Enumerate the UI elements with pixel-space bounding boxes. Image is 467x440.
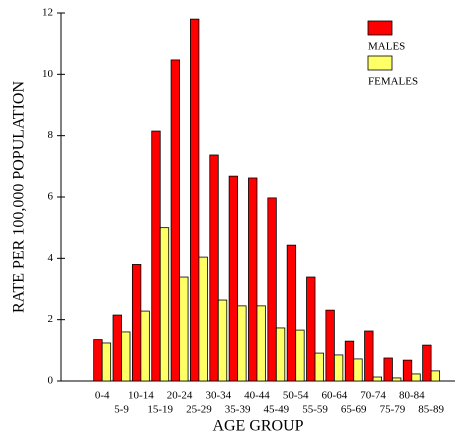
bar xyxy=(112,314,122,382)
legend-label: FEMALES xyxy=(368,76,418,88)
x-tick-label: 85-89 xyxy=(418,404,444,416)
x-tick-label: 35-39 xyxy=(225,404,251,416)
y-tick-label: 4 xyxy=(48,252,54,264)
bar xyxy=(333,354,344,382)
bar xyxy=(372,376,382,382)
y-tick-label: 0 xyxy=(48,375,54,387)
bar xyxy=(267,197,277,382)
y-tick-label: 12 xyxy=(42,7,53,19)
x-tick-label: 80-84 xyxy=(399,390,425,402)
bar xyxy=(314,352,324,382)
bar xyxy=(93,339,103,382)
bar xyxy=(353,358,363,382)
x-tick-label: 75-79 xyxy=(380,404,406,416)
x-tick-label: 45-49 xyxy=(263,404,289,416)
y-tick-label: 8 xyxy=(48,129,54,141)
bar xyxy=(383,357,393,382)
bar xyxy=(411,373,421,382)
bar xyxy=(237,305,247,382)
y-axis-title: RATE PER 100,000 POPULATION xyxy=(11,81,28,313)
bar xyxy=(101,342,112,382)
bar xyxy=(422,344,432,382)
bar xyxy=(170,59,180,382)
bar xyxy=(151,130,161,382)
x-tick-label: 70-74 xyxy=(360,390,386,402)
x-tick-label: 60-64 xyxy=(322,390,348,402)
bar xyxy=(159,227,170,382)
bar xyxy=(228,175,239,382)
bar xyxy=(131,264,142,382)
bar xyxy=(140,310,150,382)
x-tick-label: 15-19 xyxy=(147,404,173,416)
bar xyxy=(392,377,402,382)
legend-label: MALES xyxy=(368,41,405,53)
x-tick-label: 20-24 xyxy=(167,390,193,402)
y-tick-label: 6 xyxy=(48,191,54,203)
bar xyxy=(325,309,335,382)
x-tick-label: 50-54 xyxy=(283,390,309,402)
bar xyxy=(430,370,441,382)
x-tick-label: 5-9 xyxy=(114,404,129,416)
bar xyxy=(295,329,305,382)
bar xyxy=(344,340,355,382)
legend-swatch xyxy=(367,55,393,71)
x-tick-label: 65-69 xyxy=(341,404,367,416)
bar xyxy=(306,276,316,382)
x-axis-title: AGE GROUP xyxy=(212,418,303,435)
x-tick-label: 10-14 xyxy=(128,390,154,402)
bar xyxy=(179,276,189,382)
bar xyxy=(121,331,131,382)
x-tick-label: 40-44 xyxy=(244,390,270,402)
y-tick-label: 2 xyxy=(48,313,54,325)
x-tick-label: 55-59 xyxy=(302,404,328,416)
x-tick-label: 30-34 xyxy=(205,390,231,402)
bar xyxy=(217,299,228,382)
legend-swatch xyxy=(367,20,393,36)
y-tick-label: 10 xyxy=(42,68,54,80)
bar xyxy=(198,256,208,382)
bar xyxy=(248,177,258,382)
bar xyxy=(190,18,200,382)
bar xyxy=(209,154,219,382)
x-tick-label: 25-29 xyxy=(186,404,212,416)
bar xyxy=(256,305,266,382)
x-tick-label: 0-4 xyxy=(95,390,110,402)
bar xyxy=(275,327,286,382)
bar xyxy=(402,359,413,382)
bar xyxy=(286,244,297,382)
bar xyxy=(364,330,374,382)
